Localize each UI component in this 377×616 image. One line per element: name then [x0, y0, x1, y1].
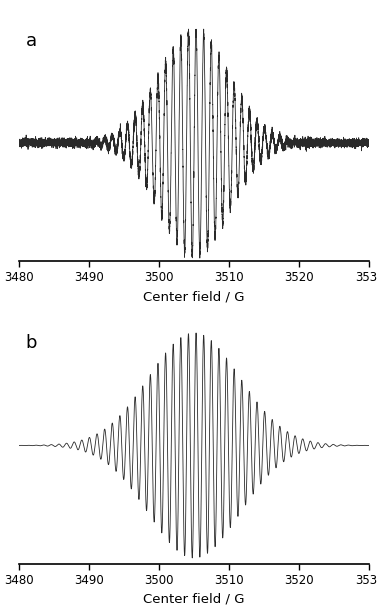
Text: b: b	[26, 334, 37, 352]
X-axis label: Center field / G: Center field / G	[143, 593, 245, 606]
X-axis label: Center field / G: Center field / G	[143, 290, 245, 303]
Text: a: a	[26, 32, 37, 50]
